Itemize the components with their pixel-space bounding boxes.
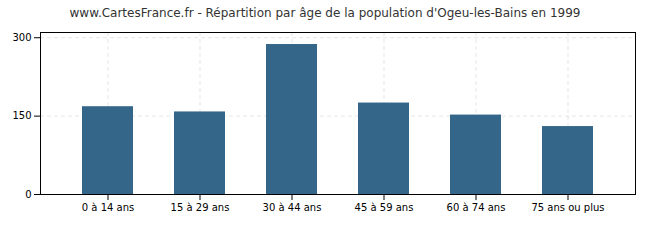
svg-text:0: 0	[25, 189, 31, 200]
svg-text:15 à 29 ans: 15 à 29 ans	[171, 202, 230, 213]
svg-text:0 à 14 ans: 0 à 14 ans	[82, 202, 134, 213]
svg-text:45 à 59 ans: 45 à 59 ans	[355, 202, 414, 213]
svg-text:30 à 44 ans: 30 à 44 ans	[263, 202, 322, 213]
html-text:www.CartesFrance.fr - Répartit: www.CartesFrance.fr - Répartition par âg…	[69, 6, 581, 20]
svg-text:300: 300	[12, 32, 31, 43]
svg-text:150: 150	[12, 110, 31, 121]
svg-text:60 à 74 ans: 60 à 74 ans	[447, 202, 506, 213]
svg-text:75 ans ou plus: 75 ans ou plus	[531, 202, 604, 213]
